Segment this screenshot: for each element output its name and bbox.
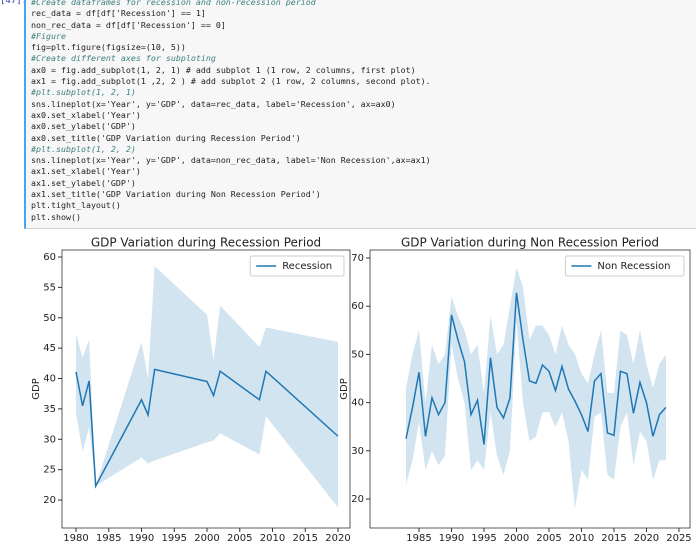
code-line: #plt.subplot(1, 2, 2): [31, 143, 136, 154]
y-axis-label: GDP: [339, 378, 350, 399]
code-line: #Figure: [31, 30, 66, 41]
code-line: #Create dataframes for recession and non…: [31, 0, 316, 7]
cell-prompt: [47]:: [0, 0, 28, 6]
code-line: ax0.set_ylabel('GDP'): [31, 121, 136, 132]
x-tick-label: 2000: [504, 533, 529, 544]
x-tick-label: 2000: [194, 533, 219, 544]
code-line: ax1 = fig.add_subplot(1 ,2, 2 ) # add su…: [31, 76, 431, 87]
code-line: ax0.set_xlabel('Year'): [31, 109, 141, 120]
x-tick-label: 2015: [293, 533, 318, 544]
y-tick-label: 70: [351, 253, 364, 264]
confidence-band: [76, 266, 339, 508]
x-tick-label: 2020: [325, 533, 350, 544]
x-tick-label: 1985: [406, 533, 431, 544]
x-tick-label: 2010: [260, 533, 285, 544]
code-line: ax1.set_xlabel('Year'): [31, 166, 141, 177]
y-tick-label: 35: [43, 404, 56, 415]
chart-title: GDP Variation during Non Recession Perio…: [401, 236, 659, 250]
axes-frame: [61, 249, 351, 529]
y-tick-label: 55: [43, 282, 56, 293]
legend-label: Recession: [282, 261, 332, 272]
x-tick-label: 1990: [439, 533, 464, 544]
x-tick-label: 1985: [96, 533, 121, 544]
y-tick-label: 60: [351, 301, 364, 312]
code-line: ax0.set_title('GDP Variation during Rece…: [31, 132, 301, 143]
line: [405, 292, 667, 445]
y-tick-label: 50: [43, 313, 56, 324]
code-line: sns.lineplot(x='Year', y='GDP', data=rec…: [31, 98, 396, 109]
x-tick-label: 1980: [63, 533, 88, 544]
y-tick-label: 30: [351, 446, 364, 457]
code-line: #Create different axes for subploting: [31, 53, 216, 64]
code: #Create dataframes for recession and non…: [31, 0, 431, 223]
legend-label: Non Recession: [597, 261, 670, 272]
x-tick-label: 1995: [471, 533, 496, 544]
confidence-band: [406, 267, 666, 509]
x-tick-label: 2005: [227, 533, 252, 544]
x-tick-label: 2015: [601, 533, 626, 544]
code-line: ax0 = fig.add_subplot(1, 2, 1) # add sub…: [31, 64, 416, 75]
x-tick-label: 2010: [569, 533, 594, 544]
code-line: non_rec_data = df[df['Recession'] == 0]: [31, 19, 226, 30]
legend-box: [564, 255, 685, 277]
y-tick-label: 40: [43, 374, 56, 385]
code-line: plt.tight_layout(): [31, 200, 121, 211]
y-tick-label: 40: [351, 398, 364, 409]
y-tick-label: 25: [43, 465, 56, 476]
code-line: ax1.set_title('GDP Variation during Non …: [31, 189, 321, 200]
x-tick-label: 2020: [634, 533, 659, 544]
y-tick-label: 45: [43, 343, 56, 354]
line: [75, 368, 339, 489]
y-tick-label: 30: [43, 434, 56, 445]
x-tick-label: 2005: [536, 533, 561, 544]
x-tick-label: 2025: [666, 533, 691, 544]
code-line: fig=plt.figure(figsize=(10, 5)): [31, 42, 186, 53]
x-tick-label: 1990: [129, 533, 154, 544]
y-tick-label: 20: [351, 494, 364, 505]
x-tick-label: 1995: [162, 533, 187, 544]
y-tick-label: 50: [351, 349, 364, 360]
y-tick-label: 60: [43, 252, 56, 263]
code-cell[interactable]: #Create dataframes for recession and non…: [24, 0, 696, 229]
code-line: sns.lineplot(x='Year', y='GDP', data=non…: [31, 155, 431, 166]
code-line: plt.show(): [31, 211, 81, 222]
legend-box: [249, 255, 345, 277]
y-tick-label: 20: [43, 495, 56, 506]
chart-title: GDP Variation during Recession Period: [91, 236, 321, 250]
axes-frame: [369, 249, 691, 529]
code-line: rec_data = df[df['Recession'] == 1]: [31, 8, 206, 19]
code-line: #plt.subplot(1, 2, 1): [31, 87, 136, 98]
y-axis-label: GDP: [31, 378, 42, 399]
code-line: ax1.set_ylabel('GDP'): [31, 177, 136, 188]
